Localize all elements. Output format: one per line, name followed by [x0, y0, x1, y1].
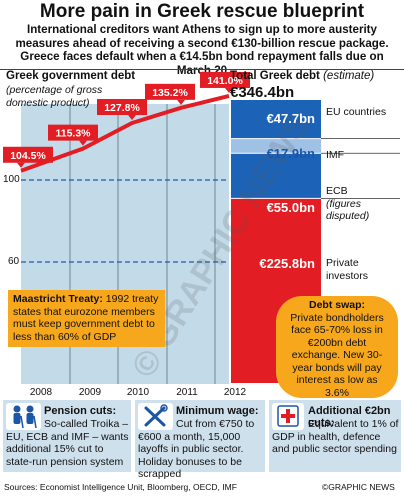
- x-tick-2010: 2010: [126, 387, 150, 398]
- total-debt-value: €346.4bn: [230, 84, 295, 101]
- segment-note-ecb: (figures disputed): [326, 197, 370, 223]
- debt-swap-head: Debt swap:: [308, 299, 365, 311]
- debt-line: [20, 94, 230, 173]
- extra-cuts-head: Additional €2bn cuts:: [308, 405, 391, 429]
- y-tick-60: 60: [8, 256, 20, 267]
- data-label-pointer: [177, 99, 185, 105]
- data-label-2009: 115.3%: [48, 124, 98, 146]
- segment-name-imf: IMF: [326, 149, 345, 161]
- data-label-pointer: [79, 140, 87, 146]
- data-label-bg: [145, 83, 195, 100]
- wage-text: Cut from €750 to €600 a month, 15,000 la…: [138, 418, 255, 481]
- data-label-2010: 127.8%: [97, 99, 147, 121]
- segment-label-imf: €17.9bn: [266, 146, 315, 161]
- x-tick-2009: 2009: [78, 387, 102, 398]
- data-label-text: 104.5%: [10, 150, 46, 162]
- x-tick-2011: 2011: [176, 387, 198, 398]
- data-label-bg: [48, 124, 98, 141]
- stack-segment-2: [231, 153, 321, 198]
- debt-swap-text: Private bondholders face 65-70% loss in …: [290, 311, 384, 399]
- sources-note: Sources: Economist Intelligence Unit, Bl…: [4, 482, 237, 492]
- line-chart-title: Greek government debt: [6, 70, 136, 82]
- data-label-2011: 135.2%: [145, 83, 195, 105]
- data-label-pointer: [128, 115, 136, 121]
- header-rule: [0, 69, 404, 70]
- maastricht-text: 1992 treaty states that eurozone members…: [13, 293, 159, 343]
- data-label-text: 135.2%: [152, 87, 188, 99]
- total-debt-title-text: Total Greek debt: [230, 70, 320, 82]
- data-label-text: 115.3%: [55, 128, 91, 140]
- pension-head: Pension cuts:: [44, 405, 117, 417]
- data-label-pointer: [225, 87, 233, 93]
- data-label-bg: [97, 99, 147, 116]
- debt-line-group: 104.5% 115.3% 127.8% 135.2% 141.0%: [3, 71, 250, 173]
- data-label-2008: 104.5%: [3, 146, 53, 168]
- tools-icon: [138, 403, 173, 430]
- segment-name-private: Private investors: [326, 257, 369, 282]
- maastricht-head: Maastricht Treaty:: [13, 293, 103, 305]
- segment-label-private: €225.8bn: [259, 256, 315, 271]
- total-debt-title: Total Greek debt (estimate): [230, 70, 374, 82]
- data-label-bg: [3, 146, 53, 163]
- credit-note: ©GRAPHIC NEWS: [322, 482, 395, 492]
- maastricht-callout: Maastricht Treaty: 1992 treaty states th…: [8, 290, 165, 347]
- segment-label-ecb: €55.0bn: [266, 200, 315, 215]
- elderly-couple-icon: [6, 403, 41, 430]
- segment-name-ecb-text: ECB: [326, 185, 348, 197]
- data-label-bg: [200, 71, 250, 88]
- extra-cuts-text: Equivalent to 1% of GDP in health, defen…: [272, 418, 399, 456]
- segment-label-eu: €47.7bn: [266, 111, 315, 126]
- segment-name-eu: EU countries: [326, 106, 387, 118]
- hospital-sign-icon: [272, 403, 304, 430]
- data-label-2012: 141.0%: [200, 71, 250, 93]
- segment-name-ecb: ECB (figures disputed): [326, 185, 402, 223]
- stack-segment-1: [231, 139, 321, 153]
- x-tick-2012: 2012: [223, 387, 247, 398]
- line-chart-subtitle: (percentage of gross domestic product): [6, 84, 103, 109]
- x-tick-2008: 2008: [29, 387, 53, 398]
- data-label-text: 141.0%: [207, 75, 243, 87]
- page-subtitle: International creditors want Athens to s…: [15, 23, 389, 77]
- page-title: More pain in Greek rescue blueprint: [39, 1, 365, 22]
- pension-text: So-called Troika – EU, ECB and IMF – wan…: [6, 418, 129, 468]
- total-debt-note: (estimate): [323, 70, 375, 82]
- stack-segment-0: [231, 100, 321, 139]
- data-label-pointer: [17, 162, 25, 168]
- data-label-text: 127.8%: [104, 102, 140, 114]
- debt-swap-callout: Debt swap: Private bondholders face 65-70…: [276, 296, 398, 399]
- wage-head: Minimum wage:: [176, 405, 259, 417]
- y-tick-100: 100: [3, 174, 20, 185]
